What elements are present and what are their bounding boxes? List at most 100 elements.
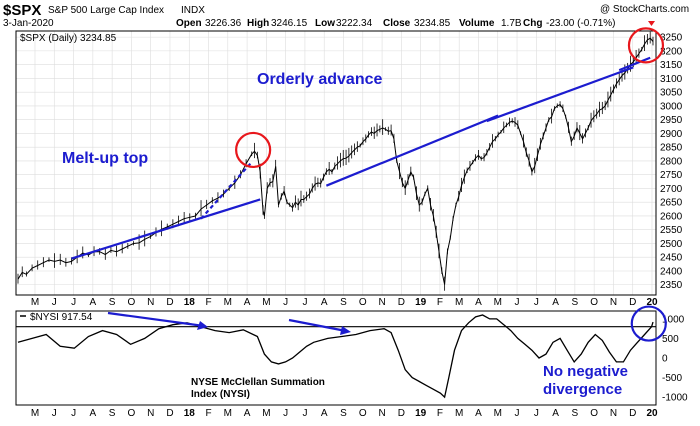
price-x-tick-label: A: [321, 297, 328, 308]
low-value: 3222.34: [336, 18, 373, 29]
price-x-tick-label: O: [128, 297, 136, 308]
price-x-tick-label: M: [494, 297, 502, 308]
price-y-tick-label: 2650: [660, 198, 683, 209]
nysi-x-tick-label: J: [302, 408, 307, 419]
price-x-tick-label: D: [398, 297, 405, 308]
price-y-tick-label: 2400: [660, 266, 683, 277]
price-y-tick-label: 3050: [660, 88, 683, 99]
nysi-legend: $NYSI 917.54: [30, 312, 93, 323]
nysi-y-tick-label: -1000: [662, 393, 688, 404]
price-x-tick-label: A: [90, 297, 97, 308]
trendline-melt-up: [71, 198, 261, 260]
price-y-tick-label: 3150: [660, 60, 683, 71]
price-x-tick-label: S: [340, 297, 347, 308]
chg-label: Chg: [523, 18, 542, 29]
close-value: 3234.85: [414, 18, 451, 29]
nysi-x-tick-label: M: [262, 408, 270, 419]
nysi-x-tick-label: A: [475, 408, 482, 419]
price-x-tick-label: 19: [415, 297, 427, 308]
nysi-x-tick-label: 19: [415, 408, 427, 419]
price-x-tick-label: J: [52, 297, 57, 308]
arrow-head-1-icon: [197, 321, 208, 330]
price-x-tick-label: N: [378, 297, 385, 308]
price-y-tick-label: 2600: [660, 211, 683, 222]
price-x-tick-label: 20: [646, 297, 658, 308]
high-label: High: [247, 18, 269, 29]
price-x-tick-label: J: [71, 297, 76, 308]
nysi-x-tick-label: J: [283, 408, 288, 419]
chg-value: -23.00 (-0.71%): [546, 18, 615, 29]
price-x-tick-label: F: [437, 297, 443, 308]
price-y-ticks: 2350 2400 2450 2500 2550 2600 2650 2700 2750 2800…: [660, 33, 683, 292]
price-x-tick-label: J: [283, 297, 288, 308]
exchange-label: INDX: [181, 5, 205, 16]
nysi-x-tick-label: F: [205, 408, 211, 419]
price-x-tick-label: F: [205, 297, 211, 308]
nysi-x-tick-label: A: [244, 408, 251, 419]
price-x-tick-label: N: [147, 297, 154, 308]
price-x-tick-label: M: [31, 297, 39, 308]
nysi-title-line2: Index (NYSI): [191, 389, 250, 400]
nysi-x-tick-label: 18: [184, 408, 196, 419]
nysi-x-tick-label: F: [437, 408, 443, 419]
red-circle-melt-up: [235, 131, 272, 169]
price-legend: $SPX (Daily) 3234.85: [20, 33, 117, 44]
price-x-tick-label: M: [262, 297, 270, 308]
nysi-x-tick-label: A: [321, 408, 328, 419]
nysi-x-tick-label: J: [534, 408, 539, 419]
low-label: Low: [315, 18, 335, 29]
price-y-tick-label: 3250: [660, 33, 683, 44]
index-name: S&P 500 Large Cap Index: [48, 5, 164, 16]
trendline-melt-up-dashed: [200, 162, 252, 220]
nysi-y-tick-label: 0: [662, 354, 668, 365]
price-y-tick-label: 2750: [660, 170, 683, 181]
price-x-tick-label: M: [224, 297, 232, 308]
price-y-tick-label: 2700: [660, 184, 683, 195]
price-x-tick-label: M: [455, 297, 463, 308]
nysi-x-tick-label: D: [629, 408, 636, 419]
nysi-title-line1: NYSE McClellan Summation: [191, 377, 325, 388]
high-value: 3246.15: [271, 18, 308, 29]
nysi-x-tick-label: N: [378, 408, 385, 419]
down-arrow-icon: [648, 21, 655, 26]
trendline-2019-short: [618, 56, 651, 72]
price-x-tick-label: A: [552, 297, 559, 308]
close-label: Close: [383, 18, 411, 29]
annotation-no-negative: No negative: [543, 363, 628, 380]
nysi-x-tick-label: S: [340, 408, 347, 419]
price-x-tick-label: J: [515, 297, 520, 308]
price-y-tick-label: 2900: [660, 129, 683, 140]
nysi-y-tick-label: -500: [662, 373, 682, 384]
price-y-tick-label: 2950: [660, 115, 683, 126]
trendline-2019: [486, 66, 634, 123]
price-x-tick-label: A: [475, 297, 482, 308]
nysi-x-tick-label: M: [31, 408, 39, 419]
price-y-tick-label: 2350: [660, 280, 683, 291]
price-line: [17, 37, 654, 285]
arrow-nysi-2: [288, 318, 347, 333]
nysi-y-tick-label: 500: [662, 334, 679, 345]
price-series: [17, 31, 654, 291]
price-y-tick-label: 2500: [660, 239, 683, 250]
nysi-x-tick-label: J: [52, 408, 57, 419]
nysi-y-tick-label: 1000: [662, 314, 685, 325]
date-label: 3-Jan-2020: [3, 18, 54, 29]
annotation-divergence: divergence: [543, 381, 622, 398]
trendline-orderly-advance: [325, 114, 499, 187]
open-label: Open: [176, 18, 202, 29]
nysi-x-tick-label: 20: [646, 408, 658, 419]
nysi-x-tick-label: A: [90, 408, 97, 419]
nysi-x-tick-label: O: [590, 408, 598, 419]
nysi-x-tick-label: M: [455, 408, 463, 419]
nysi-x-tick-label: O: [359, 408, 367, 419]
price-x-tick-label: O: [359, 297, 367, 308]
price-x-tick-label: N: [610, 297, 617, 308]
price-y-tick-label: 2800: [660, 156, 683, 167]
price-y-tick-label: 3000: [660, 101, 683, 112]
nysi-x-tick-label: D: [166, 408, 173, 419]
price-x-tick-label: A: [244, 297, 251, 308]
price-y-tick-label: 2850: [660, 143, 683, 154]
price-x-tick-label: O: [590, 297, 598, 308]
price-y-tick-label: 2550: [660, 225, 683, 236]
